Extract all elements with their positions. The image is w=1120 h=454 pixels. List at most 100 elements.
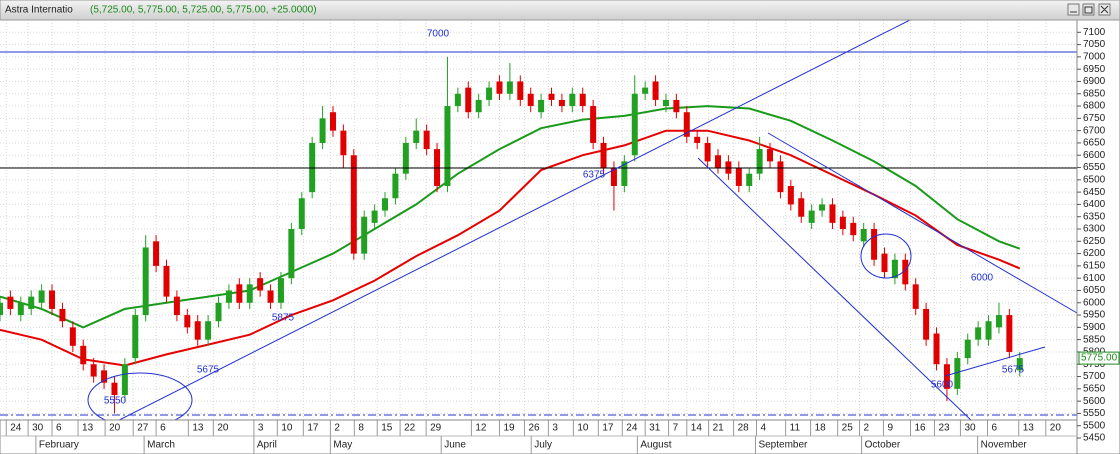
candle-body: [767, 149, 774, 162]
highlight-ellipse: [860, 233, 912, 279]
x-tick-label: 17: [307, 423, 319, 434]
candle-body: [506, 81, 513, 94]
x-tick-label: 22: [404, 423, 416, 434]
x-tick-label: 19: [503, 423, 515, 434]
x-tick-label: 6: [56, 423, 62, 434]
maximize-button[interactable]: [1082, 3, 1095, 16]
y-tick-label: 6200: [1083, 248, 1106, 259]
x-tick-label: 11: [790, 423, 801, 434]
candle-body: [475, 99, 482, 113]
candle-body: [173, 296, 180, 316]
candle-body: [267, 290, 274, 303]
candle-body: [17, 302, 24, 316]
candle-body: [652, 81, 659, 100]
plot-area: 7000 6375 5875 5675 5550 6000 5600 5675: [0, 20, 1077, 439]
x-tick-label: 13: [192, 423, 204, 434]
annotation: 5600: [931, 380, 954, 391]
month-label: November: [981, 440, 1028, 451]
candle-body: [954, 358, 961, 389]
candle-body: [756, 149, 763, 174]
candle-body: [298, 198, 305, 230]
candle-body: [277, 278, 284, 303]
candle-body: [881, 253, 888, 273]
candle-body: [101, 370, 108, 383]
candle-body: [610, 167, 617, 186]
candle-body: [413, 130, 420, 143]
x-tick-label: 25: [842, 423, 854, 434]
x-tick-label: 12: [475, 423, 487, 434]
candle-body: [995, 315, 1002, 328]
trend-line: [59, 19, 911, 451]
candle-body: [798, 198, 805, 217]
y-tick-label: 5600: [1083, 396, 1106, 407]
minimize-button[interactable]: [1067, 3, 1080, 16]
candle-body: [819, 204, 826, 211]
annotation: 6000: [971, 273, 994, 284]
y-tick-label: 6300: [1083, 224, 1106, 235]
y-tick-label: 6550: [1083, 162, 1106, 173]
y-tick-label: 7100: [1083, 27, 1106, 38]
x-tick-label: 20: [109, 423, 121, 434]
x-tick-label: 26: [528, 423, 540, 434]
candle-body: [423, 130, 430, 150]
y-tick-label: 6000: [1083, 297, 1106, 308]
x-tick-label: 31: [649, 423, 661, 434]
candle-body: [943, 364, 950, 389]
candle-body: [527, 93, 534, 107]
last-price-label: 5775.00: [1081, 353, 1118, 364]
candle-body: [839, 216, 846, 230]
x-tick-label: 10: [577, 423, 589, 434]
candle-body: [704, 142, 711, 162]
x-tick-label: 20: [1050, 423, 1062, 434]
candle-body: [142, 247, 149, 316]
candle-body: [153, 241, 160, 266]
channel-lower: [697, 157, 1001, 449]
x-tick-label: 2: [334, 423, 340, 434]
y-tick-label: 5450: [1083, 433, 1106, 444]
candle-body: [642, 87, 649, 94]
x-tick-label: 3: [258, 423, 264, 434]
candle-body: [569, 93, 576, 107]
x-tick-label: 10: [281, 423, 293, 434]
candle-body: [777, 161, 784, 193]
candle-body: [454, 93, 461, 107]
x-tick-label: 30: [32, 423, 44, 434]
candle-body: [194, 321, 201, 340]
annotation: 5675: [197, 365, 220, 376]
candle-body: [735, 167, 742, 186]
candle-body: [923, 308, 930, 340]
candle-body: [1006, 315, 1013, 352]
month-label: March: [147, 440, 175, 451]
candle-body: [319, 118, 326, 143]
candle-body: [808, 210, 815, 223]
candle-body: [350, 155, 357, 254]
y-tick-label: 6900: [1083, 76, 1106, 87]
candle-body: [912, 284, 919, 309]
candle-body: [371, 210, 378, 223]
x-tick-label: 4: [761, 423, 767, 434]
x-tick-label: 6: [992, 423, 998, 434]
quote: (5,725.00, 5,775.00, 5,725.00, 5,775.00,…: [90, 5, 317, 16]
y-tick-label: 6950: [1083, 64, 1106, 75]
month-label: July: [534, 440, 552, 451]
candle-body: [205, 321, 212, 340]
moving-average: [0, 105, 1021, 329]
month-label: February: [39, 440, 79, 451]
y-tick-label: 6850: [1083, 88, 1106, 99]
y-tick-label: 7000: [1083, 52, 1106, 63]
candle-body: [382, 198, 389, 211]
candle-body: [590, 106, 597, 143]
x-tick-label: 15: [381, 423, 393, 434]
x-tick-label: 29: [430, 423, 442, 434]
candle-body: [163, 265, 170, 297]
y-tick-label: 6700: [1083, 125, 1106, 136]
y-tick-label: 7050: [1083, 39, 1106, 50]
candle-body: [402, 142, 409, 174]
y-tick-label: 5850: [1083, 334, 1106, 345]
candle-body: [538, 99, 545, 113]
candle-body: [392, 173, 399, 199]
candle-body: [746, 173, 753, 186]
y-tick-label: 6250: [1083, 236, 1106, 247]
